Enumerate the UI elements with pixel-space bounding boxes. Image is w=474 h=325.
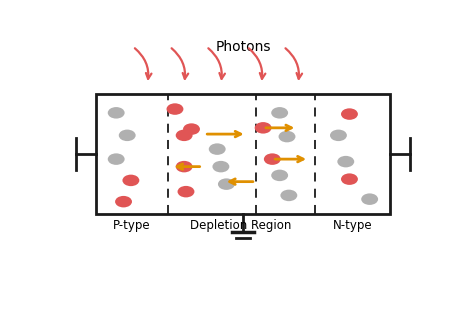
Circle shape: [271, 170, 288, 181]
Text: Depletion Region: Depletion Region: [191, 219, 292, 232]
Circle shape: [108, 153, 125, 165]
Circle shape: [108, 107, 125, 119]
Circle shape: [176, 161, 192, 172]
Circle shape: [176, 130, 192, 141]
Circle shape: [341, 173, 358, 185]
Circle shape: [119, 130, 136, 141]
Circle shape: [212, 161, 229, 172]
Circle shape: [271, 107, 288, 119]
Circle shape: [178, 186, 194, 197]
Text: P-type: P-type: [113, 219, 151, 232]
Circle shape: [115, 196, 132, 207]
Circle shape: [330, 130, 347, 141]
Bar: [96, 94, 390, 214]
Circle shape: [337, 156, 354, 167]
Circle shape: [183, 123, 200, 135]
Circle shape: [279, 131, 295, 142]
Circle shape: [122, 175, 139, 186]
Circle shape: [264, 153, 281, 165]
Circle shape: [209, 143, 226, 155]
Text: Photons: Photons: [215, 40, 271, 54]
Circle shape: [255, 122, 272, 134]
Circle shape: [166, 103, 183, 115]
Circle shape: [218, 178, 235, 190]
Circle shape: [361, 193, 378, 205]
Text: N-type: N-type: [332, 219, 372, 232]
Circle shape: [281, 190, 297, 201]
Circle shape: [341, 108, 358, 120]
